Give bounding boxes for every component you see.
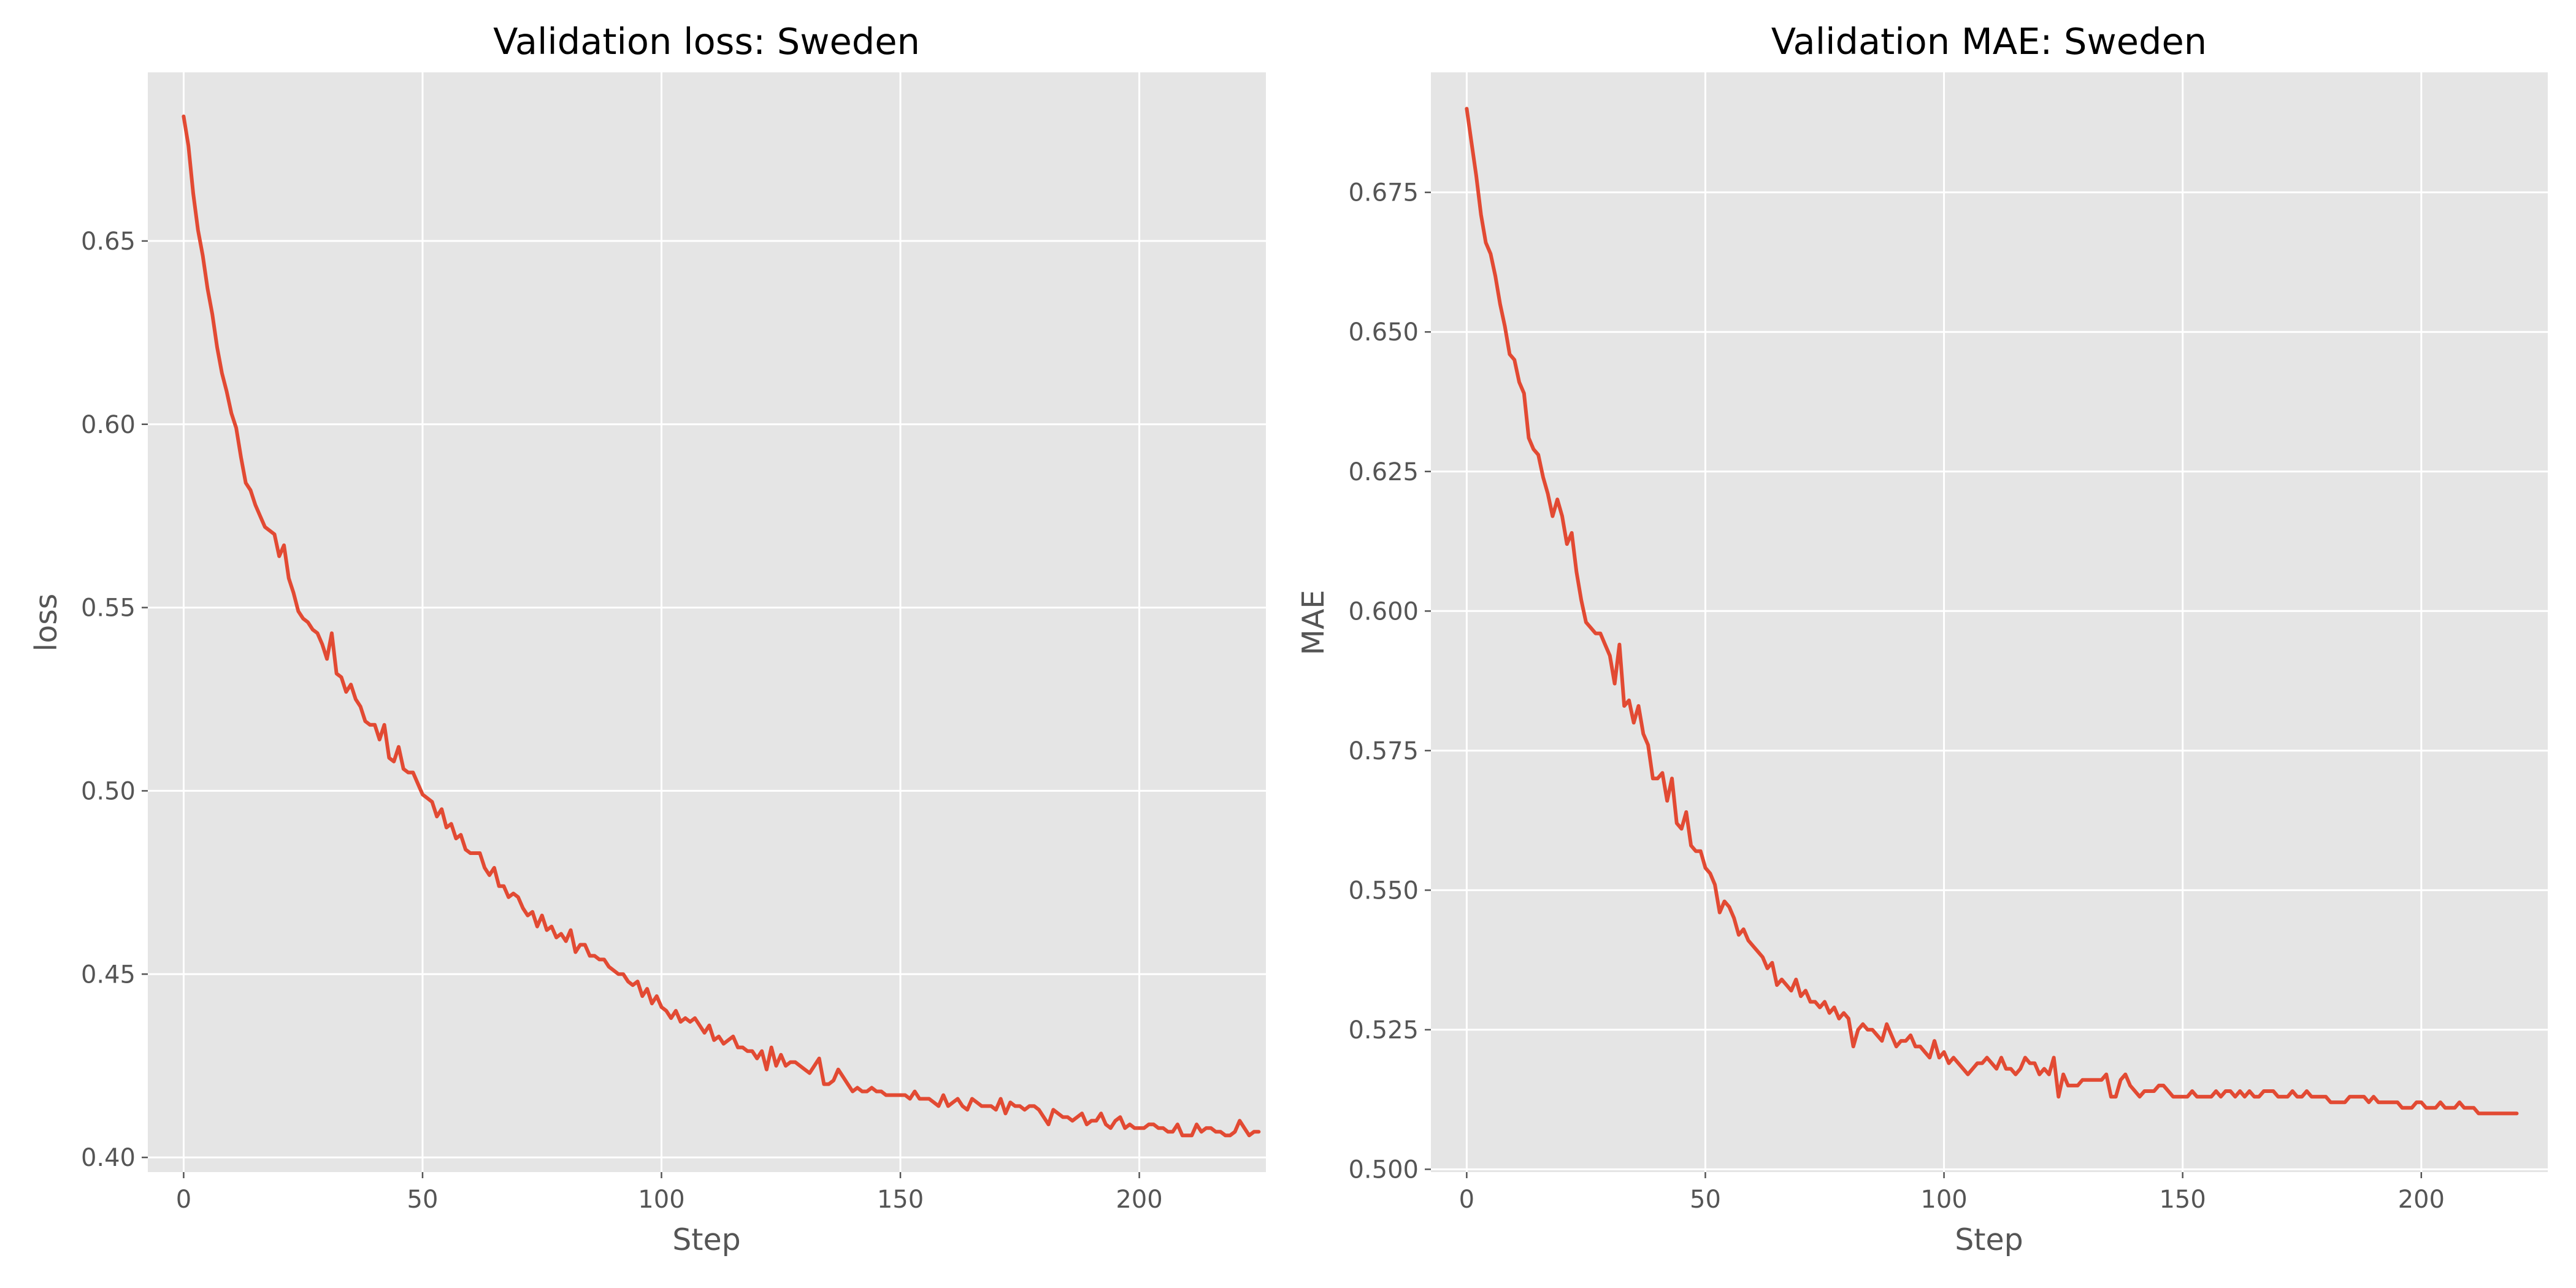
loss-x-axis-label: Step bbox=[672, 1222, 741, 1257]
mae-x-tick-label: 50 bbox=[1690, 1186, 1721, 1214]
mae-series-line bbox=[1465, 107, 2519, 1116]
mae-y-axis-label: MAE bbox=[1296, 590, 1331, 656]
loss-y-tick-label: 0.65 bbox=[81, 228, 136, 256]
mae-plot-area bbox=[1431, 72, 2548, 1172]
mae-y-tick-label: 0.575 bbox=[1348, 737, 1419, 765]
mae-y-tick-label: 0.500 bbox=[1348, 1156, 1419, 1184]
loss-x-tick-label: 0 bbox=[176, 1186, 191, 1214]
mae-chart-title: Validation MAE: Sweden bbox=[1771, 20, 2207, 63]
mae-y-tick-label: 0.675 bbox=[1348, 179, 1419, 207]
loss-y-tick-label: 0.40 bbox=[81, 1144, 136, 1172]
loss-y-axis-label: loss bbox=[29, 594, 64, 652]
mae-y-tick-label: 0.600 bbox=[1348, 597, 1419, 626]
mae-x-tick-label: 200 bbox=[2398, 1186, 2445, 1214]
loss-y-tick-label: 0.55 bbox=[81, 594, 136, 623]
loss-chart: 0 50 100 150 200 0.40 0.45 0.50 0.55 0.60 0.65 Val… bbox=[29, 20, 1266, 1257]
loss-ticks: 0 50 100 150 200 0.40 0.45 0.50 0.55 0.60 0.65 bbox=[81, 228, 1163, 1214]
mae-x-tick-label: 0 bbox=[1459, 1186, 1474, 1214]
mae-grid bbox=[1431, 72, 2548, 1172]
loss-y-tick-label: 0.60 bbox=[81, 411, 136, 439]
loss-series-line bbox=[182, 114, 1261, 1138]
mae-x-tick-label: 100 bbox=[1920, 1186, 1967, 1214]
mae-ticks: 0 50 100 150 200 0.500 0.525 0.550 0.575 0.600 0.6… bbox=[1348, 179, 2444, 1214]
loss-plot-area bbox=[148, 72, 1266, 1172]
mae-x-axis-label: Step bbox=[1955, 1222, 2023, 1257]
loss-x-tick-label: 200 bbox=[1116, 1186, 1162, 1214]
loss-x-tick-label: 100 bbox=[638, 1186, 684, 1214]
loss-y-tick-label: 0.45 bbox=[81, 960, 136, 989]
mae-y-tick-label: 0.550 bbox=[1348, 876, 1419, 905]
mae-y-tick-label: 0.625 bbox=[1348, 458, 1419, 486]
mae-chart: 0 50 100 150 200 0.500 0.525 0.550 0.575 0.600 0.6… bbox=[1296, 20, 2548, 1257]
mae-y-tick-label: 0.525 bbox=[1348, 1016, 1419, 1045]
loss-y-tick-label: 0.50 bbox=[81, 777, 136, 805]
loss-x-tick-label: 50 bbox=[407, 1186, 439, 1214]
loss-chart-title: Validation loss: Sweden bbox=[493, 20, 920, 63]
loss-x-tick-label: 150 bbox=[877, 1186, 924, 1214]
loss-grid bbox=[148, 72, 1266, 1172]
mae-y-tick-label: 0.650 bbox=[1348, 318, 1419, 347]
mae-x-tick-label: 150 bbox=[2159, 1186, 2206, 1214]
